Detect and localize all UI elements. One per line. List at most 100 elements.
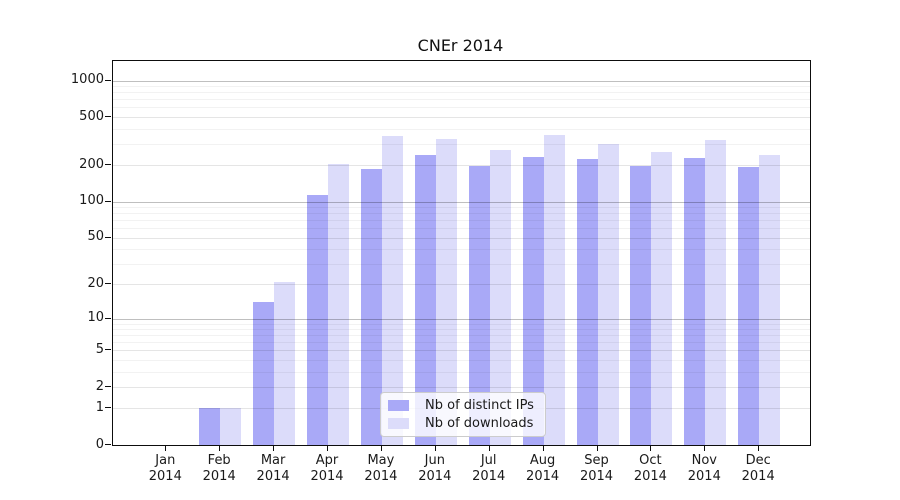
y-tick-label-200: 200 [79,156,104,172]
x-label-month: Jul [480,453,497,468]
y-tick-10 [105,317,111,319]
bar-may-downloads [381,135,403,445]
bar-oct-distinct-ips [630,166,652,445]
gridline-1000 [113,80,810,82]
y-tick-label-500: 500 [79,108,104,124]
x-tick-label-apr: Apr 2014 [297,453,357,484]
y-tick-2 [105,386,111,388]
plot-area [112,60,811,446]
x-tick-dec [758,445,760,451]
y-tick-label-100: 100 [79,193,104,209]
x-tick-label-dec: Dec 2014 [728,453,788,484]
y-tick-1 [105,407,111,409]
legend-item-distinct-ips: Nb of distinct IPs [388,398,534,413]
x-label-year: 2014 [579,468,614,484]
bar-dec-distinct-ips [738,166,760,445]
y-tick-0 [105,444,111,445]
gridline-600 [113,107,810,109]
y-tick-500 [105,116,111,118]
gridline-400 [113,128,810,130]
legend-swatch-downloads [388,418,409,429]
x-tick-mar [273,445,275,451]
y-tick-200 [105,164,111,166]
bar-aug-downloads [543,135,565,445]
legend-label-downloads: Nb of downloads [425,416,534,431]
x-label-month: Mar [260,453,286,468]
x-label-year: 2014 [256,468,290,484]
x-label-month: Dec [745,453,771,468]
x-tick-aug [542,445,544,451]
legend-label-distinct-ips: Nb of distinct IPs [425,398,534,413]
x-label-month: Apr [315,453,339,468]
x-label-month: Nov [691,453,717,468]
x-label-year: 2014 [202,468,236,484]
gridline-800 [113,92,810,94]
y-tick-label-10: 10 [87,310,104,326]
bar-mar-downloads [274,281,296,445]
x-tick-label-jul: Jul 2014 [459,453,519,484]
y-tick-label-1: 1 [95,399,104,415]
x-label-month: Jun [424,453,445,468]
x-label-month: Jan [155,453,176,468]
x-label-year: 2014 [741,468,775,484]
y-tick-label-0: 0 [95,436,104,452]
bar-mar-distinct-ips [253,302,275,445]
x-tick-label-oct: Oct 2014 [620,453,680,484]
x-label-year: 2014 [310,468,344,484]
y-tick-label-50: 50 [87,229,104,245]
y-tick-label-20: 20 [87,275,104,291]
gridline-900 [113,86,810,88]
legend-swatch-distinct-ips [388,400,409,411]
x-label-year: 2014 [633,468,667,484]
x-tick-jan [165,445,167,451]
x-label-year: 2014 [687,468,721,484]
bar-oct-downloads [651,151,673,445]
x-label-month: Feb [207,453,231,468]
x-tick-may [380,445,382,451]
x-tick-label-sep: Sep 2014 [567,453,627,484]
x-label-year: 2014 [148,468,182,484]
x-label-year: 2014 [364,468,398,484]
x-tick-label-feb: Feb 2014 [189,453,249,484]
bar-feb-downloads [220,408,242,445]
x-tick-sep [596,445,598,451]
bar-jun-downloads [435,139,457,445]
x-tick-label-mar: Mar 2014 [243,453,303,484]
bar-apr-downloads [328,163,349,445]
x-tick-label-jun: Jun 2014 [405,453,465,484]
x-tick-oct [650,445,652,451]
bar-jul-downloads [489,150,511,445]
gridline-700 [113,99,810,101]
y-tick-1000 [105,79,111,81]
bar-jun-distinct-ips [414,155,436,445]
x-tick-label-nov: Nov 2014 [674,453,734,484]
x-tick-feb [219,445,221,451]
y-tick-100 [105,200,111,202]
gridline-500 [113,117,810,119]
x-label-month: Sep [584,453,609,468]
legend-item-downloads: Nb of downloads [388,416,534,431]
bar-nov-downloads [705,140,727,445]
bar-sep-distinct-ips [576,159,598,445]
bar-aug-distinct-ips [522,156,544,445]
x-tick-jul [488,445,490,451]
bar-nov-distinct-ips [684,157,706,445]
x-label-year: 2014 [526,468,560,484]
x-label-year: 2014 [472,468,506,484]
x-tick-label-may: May 2014 [351,453,411,484]
bar-dec-downloads [759,154,781,445]
x-label-year: 2014 [418,468,452,484]
bar-apr-distinct-ips [307,194,328,445]
y-tick-label-5: 5 [95,341,104,357]
y-tick-label-2: 2 [95,378,104,394]
x-label-month: Aug [529,453,556,468]
chart-title: CNEr 2014 [417,36,504,55]
y-tick-50 [105,236,111,238]
x-tick-jun [434,445,436,451]
y-tick-20 [105,283,111,285]
x-tick-label-aug: Aug 2014 [513,453,573,484]
bar-jul-distinct-ips [468,166,490,445]
x-tick-apr [327,445,328,451]
bar-may-distinct-ips [360,168,382,445]
